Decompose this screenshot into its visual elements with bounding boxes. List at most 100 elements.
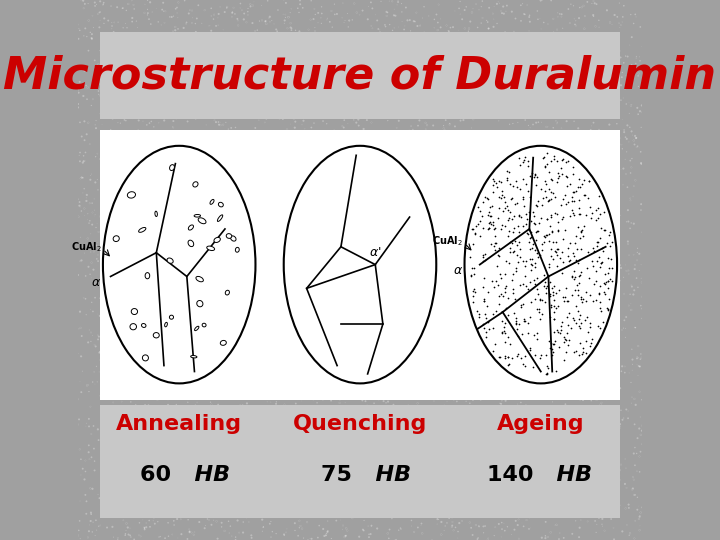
Point (623, 266, 634, 275)
Point (105, 363, 117, 372)
Point (307, 504, 318, 513)
Point (135, 382, 147, 390)
Point (594, 106, 606, 115)
Point (302, 199, 314, 208)
Point (600, 432, 612, 441)
Point (146, 393, 158, 402)
Point (344, 231, 356, 239)
Point (586, 334, 598, 343)
Point (600, 415, 612, 423)
Point (535, 295, 546, 303)
Point (238, 9, 250, 18)
Point (592, 56, 603, 64)
Point (524, 462, 536, 471)
Point (505, 194, 517, 203)
Point (148, 199, 160, 207)
Point (94, 212, 106, 221)
Point (355, 142, 366, 151)
Point (520, 87, 531, 96)
Point (84, 326, 95, 334)
Point (143, 180, 155, 189)
Point (499, 496, 510, 504)
Point (513, 153, 525, 162)
Point (616, 145, 628, 153)
Point (238, 178, 249, 187)
Point (221, 501, 233, 509)
Point (253, 90, 265, 98)
Point (225, 173, 236, 181)
Point (322, 14, 333, 23)
Point (135, 107, 147, 116)
Point (572, 286, 584, 294)
Point (341, 46, 353, 55)
Point (253, 286, 265, 295)
Point (144, 333, 156, 341)
Point (578, 499, 590, 508)
Point (573, 169, 585, 178)
Point (144, 319, 156, 327)
Point (619, 155, 631, 164)
Point (300, 58, 311, 67)
Point (99, 285, 110, 293)
Point (563, 335, 575, 344)
Point (354, 143, 366, 152)
Point (591, 304, 603, 313)
Point (276, 131, 287, 140)
Point (498, 80, 510, 89)
Point (251, 139, 262, 147)
Point (264, 71, 276, 79)
Point (496, 187, 508, 195)
Point (265, 161, 276, 170)
Point (405, 136, 416, 145)
Point (540, 517, 552, 526)
Point (635, 447, 647, 456)
Point (109, 242, 121, 251)
Point (125, 445, 136, 454)
Point (127, 130, 138, 139)
Point (286, 183, 297, 192)
Point (473, 39, 485, 48)
Point (101, 299, 112, 308)
Point (81, 497, 92, 505)
Point (208, 462, 220, 471)
Point (632, 110, 644, 119)
Point (509, 290, 521, 299)
Point (253, 127, 265, 136)
Point (620, 464, 631, 472)
Point (321, 218, 333, 226)
Point (356, 342, 368, 351)
Point (417, 235, 428, 244)
Point (322, 355, 333, 363)
Point (459, 373, 471, 382)
Point (574, 111, 585, 119)
Point (333, 405, 344, 414)
Point (89, 340, 100, 349)
Point (523, 11, 535, 19)
Point (258, 143, 269, 152)
Point (193, 103, 204, 112)
Point (513, 477, 525, 486)
Point (572, 58, 584, 67)
Point (125, 394, 137, 402)
Point (363, 2, 374, 11)
Point (186, 18, 197, 27)
Point (390, 460, 402, 468)
Point (515, 174, 526, 183)
Point (107, 352, 119, 360)
Point (529, 478, 541, 487)
Point (479, 474, 490, 483)
Point (400, 215, 411, 224)
Point (81, 509, 92, 518)
Point (543, 260, 554, 268)
Point (569, 194, 580, 203)
Point (107, 80, 118, 89)
Point (501, 31, 513, 39)
Point (525, 227, 536, 236)
Point (367, 51, 379, 59)
Point (85, 171, 96, 180)
Point (410, 33, 422, 42)
Point (221, 144, 233, 153)
Point (473, 453, 485, 462)
Point (569, 193, 580, 202)
Point (524, 406, 536, 415)
